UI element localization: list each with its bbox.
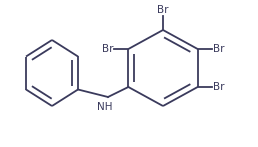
Text: NH: NH bbox=[97, 102, 113, 112]
Text: Br: Br bbox=[102, 44, 113, 54]
Text: Br: Br bbox=[213, 44, 224, 54]
Text: Br: Br bbox=[157, 5, 169, 15]
Text: Br: Br bbox=[213, 82, 224, 92]
